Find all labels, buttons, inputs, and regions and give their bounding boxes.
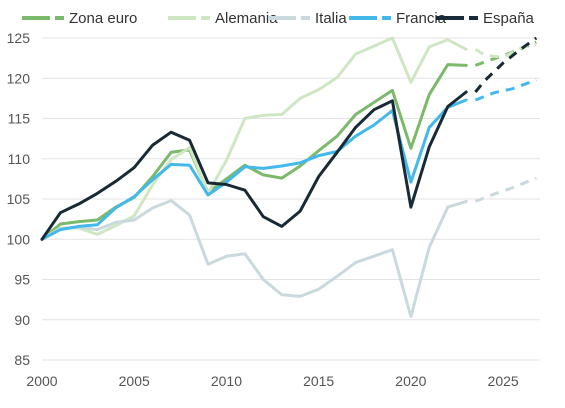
y-tick-label: 110 — [8, 151, 31, 167]
series-lines — [40, 36, 538, 318]
projection-line-italia — [474, 176, 537, 203]
series-line-italia — [40, 199, 468, 318]
projection-line-alemania — [474, 43, 537, 59]
y-tick-label: 90 — [14, 312, 30, 328]
x-tick-label: 2010 — [211, 373, 242, 389]
legend-label-italia: Italia — [315, 10, 347, 27]
projection-line-espana — [474, 36, 538, 93]
legend: Zona euro Alemania Italia Francia España — [22, 10, 535, 27]
y-tick-label: 100 — [7, 231, 31, 247]
y-tick-label: 95 — [14, 272, 30, 288]
legend-label-espana: España — [483, 10, 535, 27]
x-tick-label: 2025 — [488, 373, 519, 389]
y-tick-label: 125 — [7, 30, 31, 46]
x-tick-label: 2015 — [303, 373, 334, 389]
y-tick-label: 105 — [7, 191, 31, 207]
y-tick-label: 120 — [7, 70, 31, 86]
series-line-alemania — [40, 36, 468, 241]
legend-label-zona-euro: Zona euro — [69, 10, 137, 27]
gridlines — [42, 37, 540, 361]
legend-label-francia: Francia — [396, 10, 447, 27]
y-tick-label: 85 — [14, 352, 30, 368]
y-axis-ticks: 85 90 95 100 105 110 115 120 125 — [7, 30, 31, 368]
series-line-espana — [40, 90, 468, 241]
legend-label-alemania: Alemania — [215, 10, 278, 27]
x-tick-label: 2020 — [395, 373, 426, 389]
x-axis-ticks: 2000 2005 2010 2015 2020 2025 — [26, 373, 518, 389]
x-tick-label: 2005 — [119, 373, 150, 389]
projection-line-francia — [474, 78, 537, 102]
x-tick-label: 2000 — [26, 373, 57, 389]
y-tick-label: 115 — [8, 111, 31, 127]
